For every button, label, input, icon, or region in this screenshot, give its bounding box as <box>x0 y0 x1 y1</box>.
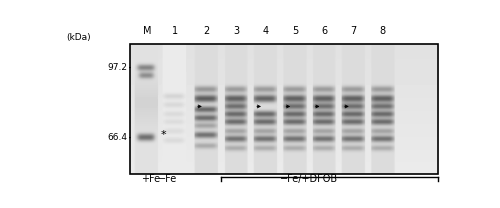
Text: 3: 3 <box>234 26 239 36</box>
Text: *: * <box>160 130 166 140</box>
Text: 5: 5 <box>292 26 298 36</box>
Text: −Fe: −Fe <box>158 173 178 183</box>
Text: −Fe/+DFOB: −Fe/+DFOB <box>280 173 338 183</box>
Text: 97.2: 97.2 <box>108 63 128 72</box>
Text: 6: 6 <box>322 26 328 36</box>
Text: 66.4: 66.4 <box>108 133 128 142</box>
Text: 8: 8 <box>380 26 386 36</box>
Text: M: M <box>143 26 152 36</box>
Text: 2: 2 <box>204 26 210 36</box>
Text: +Fe: +Fe <box>142 173 161 183</box>
Bar <box>130 44 438 174</box>
Text: 4: 4 <box>263 26 269 36</box>
Text: 1: 1 <box>172 26 178 36</box>
Text: 7: 7 <box>350 26 357 36</box>
Text: (kDa): (kDa) <box>66 33 91 42</box>
